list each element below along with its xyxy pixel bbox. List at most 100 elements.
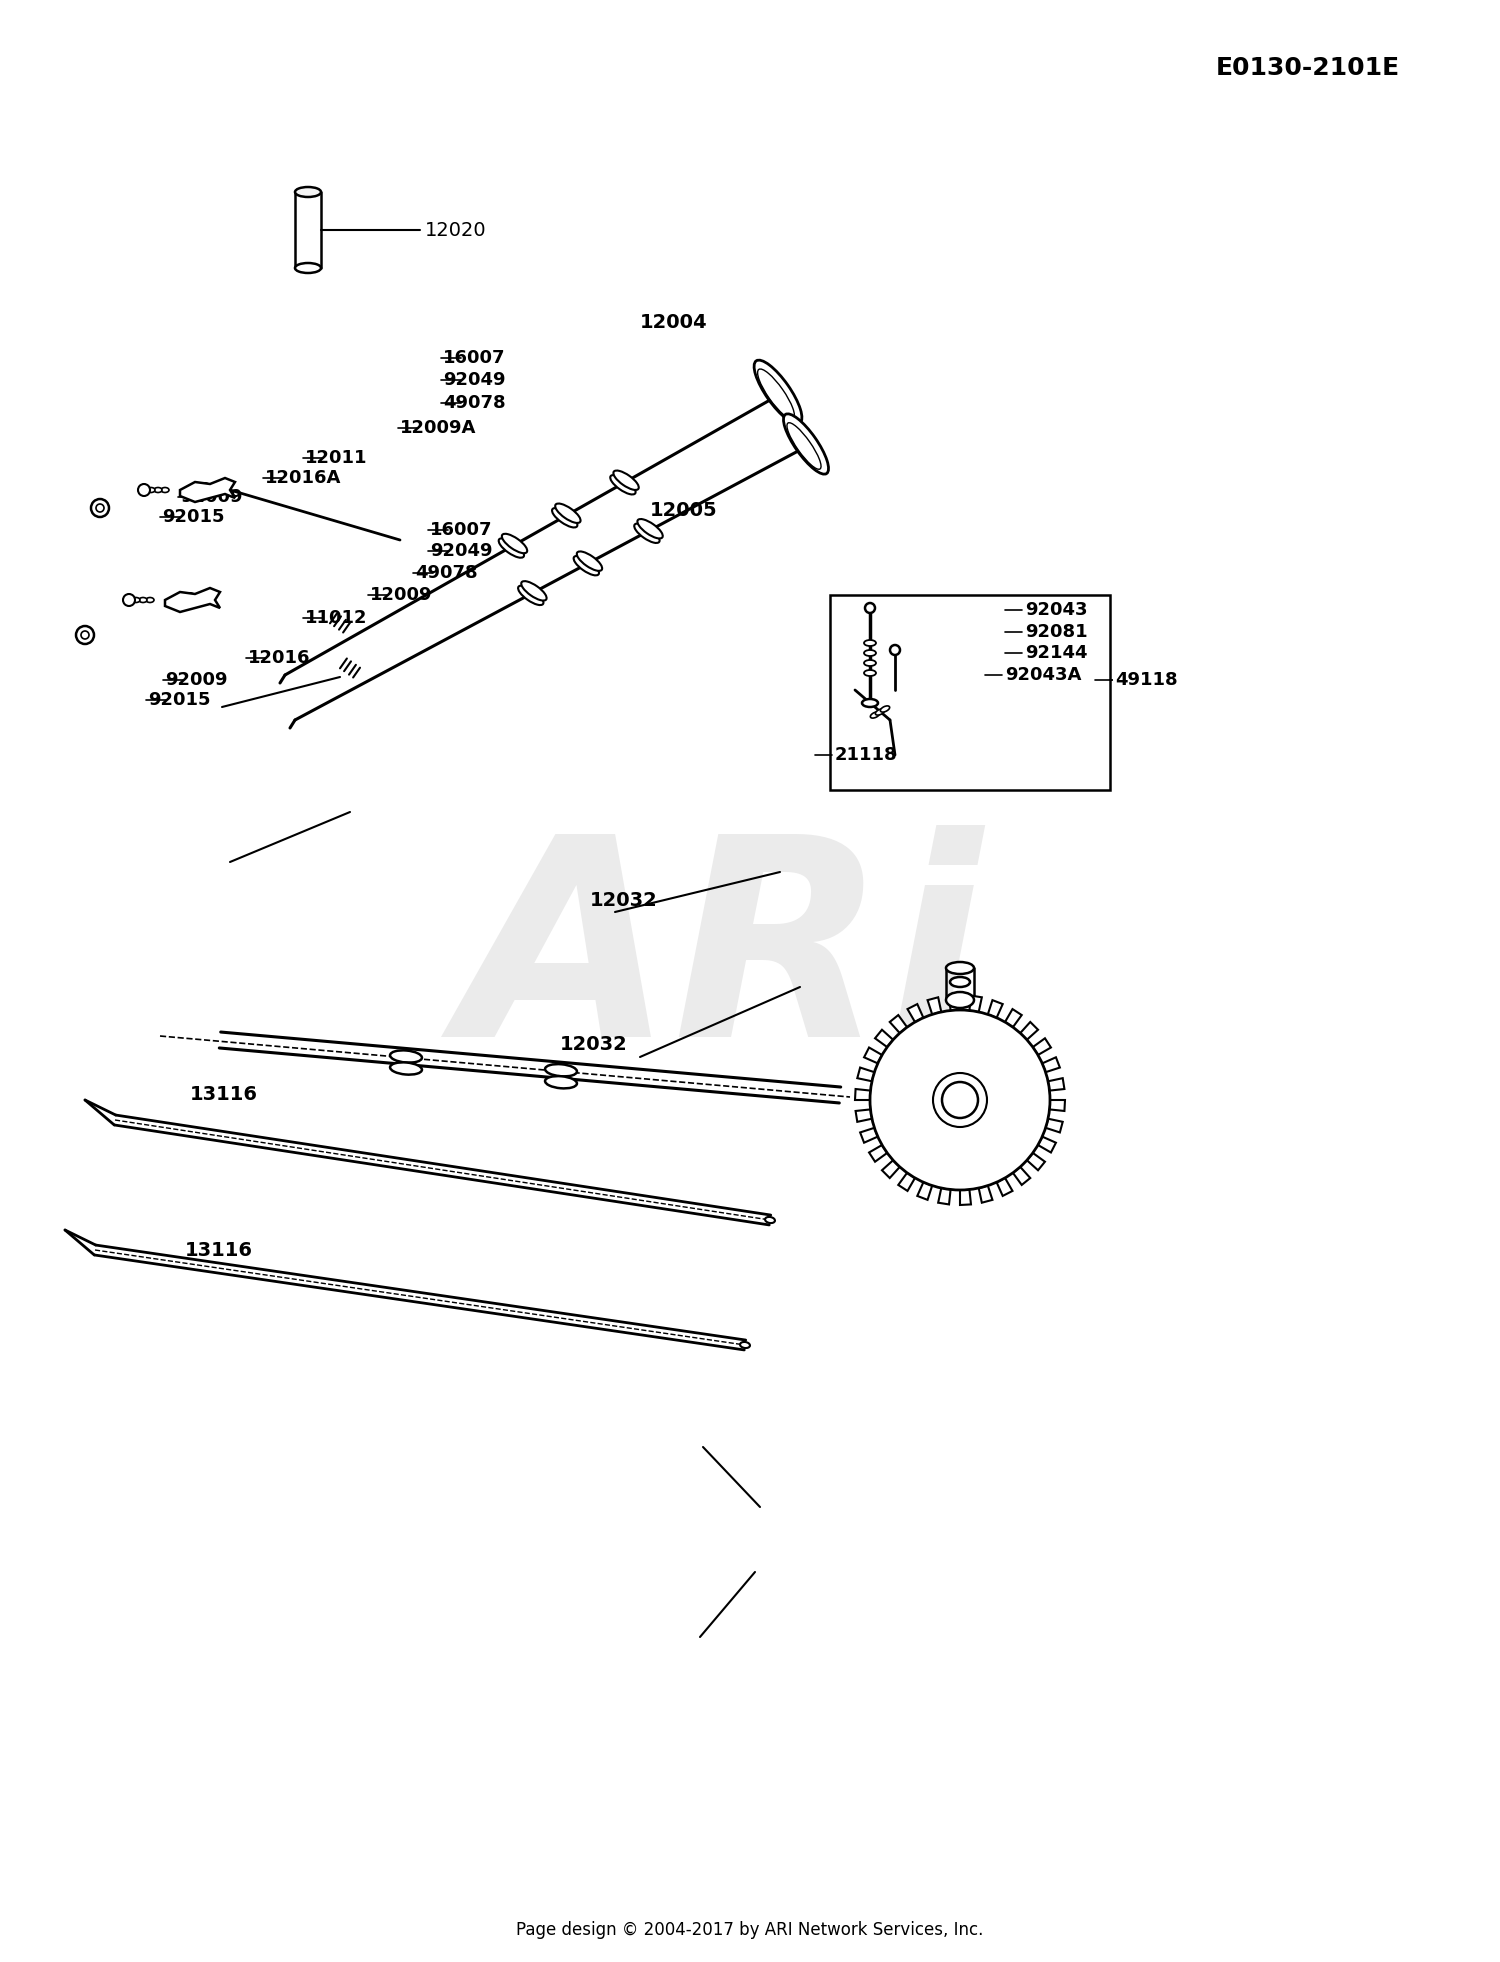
Ellipse shape <box>870 712 879 718</box>
Circle shape <box>184 593 195 602</box>
Ellipse shape <box>154 487 162 492</box>
Circle shape <box>865 602 874 612</box>
Text: 12009: 12009 <box>370 587 432 604</box>
Text: 12016: 12016 <box>248 649 310 667</box>
Ellipse shape <box>946 993 974 1008</box>
Circle shape <box>81 632 88 640</box>
Text: 12009A: 12009A <box>400 420 477 438</box>
Text: 49078: 49078 <box>416 563 477 583</box>
Text: 12011: 12011 <box>304 449 368 467</box>
Polygon shape <box>1042 1058 1060 1071</box>
Text: 11012: 11012 <box>304 608 368 628</box>
Polygon shape <box>938 1189 951 1205</box>
Ellipse shape <box>946 961 974 973</box>
Ellipse shape <box>876 708 885 714</box>
Polygon shape <box>1038 1136 1056 1152</box>
Ellipse shape <box>765 1216 776 1222</box>
Ellipse shape <box>296 186 321 196</box>
Polygon shape <box>908 1005 924 1022</box>
Ellipse shape <box>610 475 636 494</box>
Circle shape <box>200 483 210 492</box>
Circle shape <box>92 498 110 518</box>
Ellipse shape <box>140 598 147 602</box>
Polygon shape <box>165 589 220 612</box>
Circle shape <box>123 594 135 606</box>
Polygon shape <box>927 997 942 1014</box>
Polygon shape <box>890 1014 908 1034</box>
Ellipse shape <box>573 555 598 575</box>
Text: 92015: 92015 <box>162 508 225 526</box>
Text: E0130-2101E: E0130-2101E <box>1216 57 1400 80</box>
Polygon shape <box>1048 1079 1065 1091</box>
Ellipse shape <box>864 669 876 677</box>
Text: 92049: 92049 <box>430 542 492 559</box>
Polygon shape <box>1050 1101 1065 1110</box>
Ellipse shape <box>147 487 154 492</box>
Circle shape <box>890 645 900 655</box>
Ellipse shape <box>880 706 890 712</box>
Ellipse shape <box>740 1342 750 1348</box>
Ellipse shape <box>950 977 970 987</box>
Ellipse shape <box>503 534 526 553</box>
Polygon shape <box>859 1128 877 1142</box>
Text: 49078: 49078 <box>442 394 506 412</box>
Polygon shape <box>874 1030 892 1048</box>
Ellipse shape <box>390 1061 422 1075</box>
Ellipse shape <box>634 524 660 543</box>
Polygon shape <box>180 479 236 502</box>
Polygon shape <box>1005 1008 1022 1028</box>
Ellipse shape <box>555 504 580 524</box>
Polygon shape <box>855 1109 871 1122</box>
Text: 12005: 12005 <box>650 500 717 520</box>
Ellipse shape <box>754 361 802 424</box>
Ellipse shape <box>544 1075 578 1089</box>
Circle shape <box>96 504 104 512</box>
Polygon shape <box>988 1001 1002 1018</box>
Text: ARi: ARi <box>458 824 982 1095</box>
Polygon shape <box>950 995 960 1010</box>
Text: 92043: 92043 <box>1024 600 1088 618</box>
Text: 12032: 12032 <box>560 1036 627 1054</box>
Polygon shape <box>855 1089 870 1101</box>
Ellipse shape <box>552 508 578 528</box>
Polygon shape <box>1028 1154 1045 1169</box>
Circle shape <box>76 626 94 644</box>
Ellipse shape <box>864 649 876 655</box>
Ellipse shape <box>578 551 602 571</box>
Circle shape <box>942 1081 978 1118</box>
Polygon shape <box>864 1048 882 1063</box>
Text: 49118: 49118 <box>1114 671 1178 689</box>
Text: 16007: 16007 <box>430 522 492 540</box>
Circle shape <box>933 1073 987 1126</box>
Polygon shape <box>868 1146 886 1162</box>
Ellipse shape <box>520 581 546 600</box>
Polygon shape <box>882 1160 900 1177</box>
Text: 92144: 92144 <box>1024 644 1088 661</box>
Ellipse shape <box>390 1050 422 1063</box>
Text: 12032: 12032 <box>590 891 657 910</box>
Polygon shape <box>858 1067 874 1081</box>
Text: 16007: 16007 <box>442 349 506 367</box>
Text: 12020: 12020 <box>424 220 486 239</box>
Ellipse shape <box>518 585 543 604</box>
Ellipse shape <box>862 698 877 706</box>
Text: 92015: 92015 <box>148 691 210 708</box>
Text: 13116: 13116 <box>184 1240 254 1260</box>
Polygon shape <box>1020 1022 1038 1040</box>
Polygon shape <box>1046 1118 1062 1132</box>
Ellipse shape <box>864 640 876 645</box>
Bar <box>830 594 1110 791</box>
Text: 12004: 12004 <box>640 312 708 332</box>
Polygon shape <box>969 995 982 1012</box>
Polygon shape <box>898 1173 915 1191</box>
Text: 12016A: 12016A <box>266 469 342 487</box>
Ellipse shape <box>614 471 639 490</box>
Text: 13116: 13116 <box>190 1085 258 1105</box>
Polygon shape <box>960 1189 970 1205</box>
Ellipse shape <box>783 414 828 475</box>
Ellipse shape <box>146 598 154 602</box>
Text: 92081: 92081 <box>1024 624 1088 642</box>
Text: Page design © 2004-2017 by ARI Network Services, Inc.: Page design © 2004-2017 by ARI Network S… <box>516 1921 984 1938</box>
Circle shape <box>870 1010 1050 1191</box>
Polygon shape <box>1013 1167 1031 1185</box>
